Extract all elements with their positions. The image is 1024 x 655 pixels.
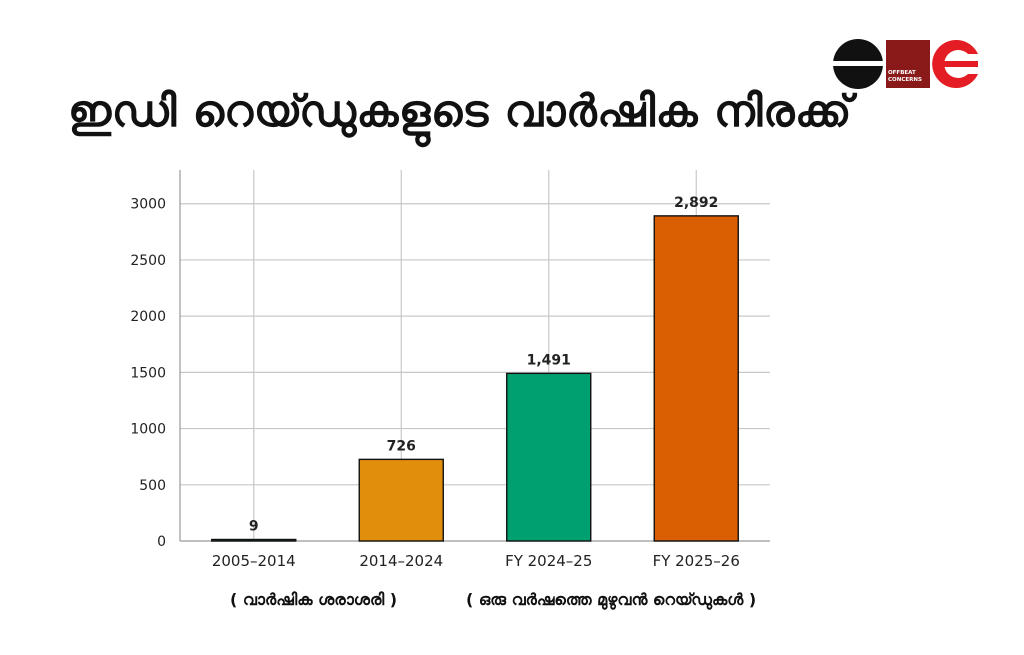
y-tick-label: 500 bbox=[139, 478, 166, 494]
bar-4 bbox=[653, 215, 739, 542]
y-tick-label: 2000 bbox=[130, 309, 166, 325]
logo-subtext-1: OFFBEAT bbox=[888, 70, 916, 76]
bars bbox=[211, 215, 739, 542]
full-year-raids-note: ( ഒരു വർഷത്തെ മുഴുവൻ റെയ്ഡുകൾ ) bbox=[466, 590, 757, 609]
y-tick-label: 2500 bbox=[130, 253, 166, 269]
data-label-1: 9 bbox=[249, 519, 259, 535]
data-label-4: 2,892 bbox=[674, 195, 718, 211]
logo-o-stripe bbox=[832, 61, 884, 66]
bar-2 bbox=[358, 458, 444, 542]
annual-average-note: ( വാർഷിക ശരാശരി ) bbox=[230, 590, 398, 609]
category-label-1: 2005–2014 bbox=[212, 552, 296, 570]
bar-3 bbox=[506, 372, 592, 542]
logo-c-arc bbox=[932, 40, 978, 88]
data-label-3: 1,491 bbox=[527, 352, 571, 368]
y-tick-label: 1500 bbox=[130, 365, 166, 381]
category-label-2: 2014–2024 bbox=[359, 552, 443, 570]
logo-c-bar bbox=[944, 61, 978, 67]
chart-title: ഇഡി റെയ്ഡുകളുടെ വാർഷിക നിരക്ക് bbox=[68, 86, 852, 137]
category-label-4: FY 2025–26 bbox=[653, 552, 740, 570]
bar-1 bbox=[211, 538, 297, 542]
logo-b-block bbox=[886, 40, 930, 88]
y-tick-label: 3000 bbox=[130, 197, 166, 213]
labels: 0 500 1000 1500 2000 2500 3000 9 2005–2014 726 201… bbox=[130, 195, 740, 570]
data-label-2: 726 bbox=[387, 438, 416, 454]
obc-logo: OFFBEAT CONCERNS bbox=[832, 39, 978, 89]
y-tick-label: 1000 bbox=[130, 422, 166, 438]
logo-subtext-2: CONCERNS bbox=[888, 77, 922, 83]
category-label-3: FY 2024–25 bbox=[505, 552, 592, 570]
y-tick-label: 0 bbox=[157, 534, 166, 550]
